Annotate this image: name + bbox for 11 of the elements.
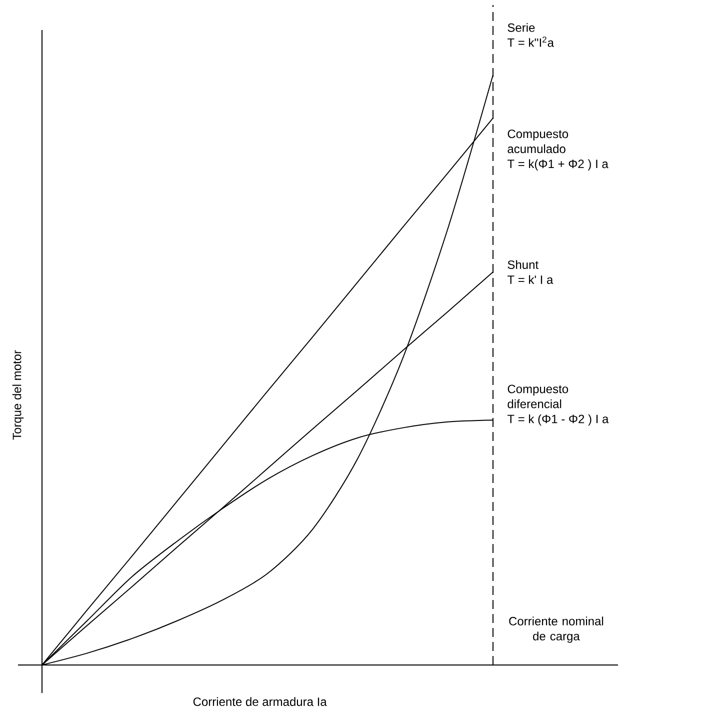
x-axis-title: Corriente de armadura Ia bbox=[193, 697, 327, 706]
annotation: T = k' I a bbox=[507, 275, 554, 284]
annotation: Corriente nominal de carga bbox=[509, 616, 604, 643]
text: T = k''I$^{2}$a bbox=[507, 36, 554, 47]
series-label: Compuesto acumulado bbox=[508, 130, 568, 154]
annotation: T = k(Φ1 + Φ2 ) I a bbox=[507, 159, 608, 170]
series-label: Shunt bbox=[508, 260, 538, 269]
text: Serie bbox=[508, 23, 535, 32]
series-label: Compuesto diferencial bbox=[508, 384, 568, 408]
y-axis-title: Torque del motor bbox=[12, 350, 24, 440]
annotation: T = k (Φ1 - Φ2 ) I a bbox=[507, 414, 609, 426]
